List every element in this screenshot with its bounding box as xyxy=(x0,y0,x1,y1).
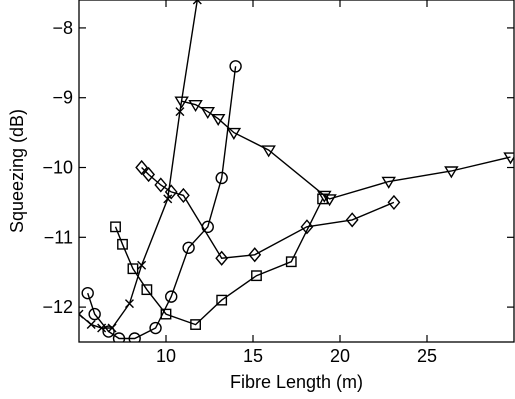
y-tick-label: −9 xyxy=(52,88,73,108)
y-tick-label: −12 xyxy=(42,297,73,317)
data-point xyxy=(251,270,262,282)
data-point xyxy=(381,176,396,189)
series-group xyxy=(79,0,514,342)
data-point xyxy=(141,284,153,296)
data-point xyxy=(226,127,242,140)
data-point xyxy=(387,194,401,210)
x-tick-label: 10 xyxy=(156,346,176,366)
data-point xyxy=(163,194,173,204)
data-point xyxy=(300,219,314,235)
series-line xyxy=(114,198,324,326)
data-point xyxy=(503,152,514,165)
data-point xyxy=(79,309,84,319)
data-point xyxy=(165,290,178,303)
data-point xyxy=(210,113,226,127)
data-point xyxy=(149,321,162,335)
data-point xyxy=(88,307,101,321)
data-point xyxy=(110,221,121,233)
data-point xyxy=(192,0,202,5)
y-axis-label: Squeezing (dB) xyxy=(7,109,27,233)
series-line xyxy=(87,66,237,340)
data-point xyxy=(81,286,94,300)
x-tick-label: 25 xyxy=(417,346,437,366)
plot-area xyxy=(78,0,515,343)
series-line xyxy=(141,167,395,259)
data-point xyxy=(128,332,141,342)
data-point xyxy=(142,166,156,183)
data-point xyxy=(176,187,190,204)
data-point xyxy=(86,320,96,330)
series-line xyxy=(181,100,511,200)
data-point xyxy=(190,319,201,330)
series-circle xyxy=(81,60,242,342)
data-point xyxy=(229,60,242,73)
data-point xyxy=(124,299,134,309)
y-tick-label: −11 xyxy=(44,227,73,247)
x-axis-label: Fibre Length (m) xyxy=(230,372,363,392)
data-point xyxy=(188,99,203,113)
data-point xyxy=(164,184,178,200)
data-point xyxy=(216,294,228,306)
series-triangle-down xyxy=(174,96,514,207)
y-tick-label: −10 xyxy=(42,158,73,178)
data-point xyxy=(200,106,215,120)
data-point xyxy=(135,159,149,176)
data-point xyxy=(102,325,115,338)
data-point xyxy=(174,96,189,109)
series-diamond xyxy=(135,159,401,266)
data-point xyxy=(215,171,228,185)
data-point xyxy=(154,177,168,193)
series-line xyxy=(79,0,198,329)
data-point xyxy=(127,263,139,275)
x-tick-label: 15 xyxy=(243,346,263,366)
data-point xyxy=(248,247,262,263)
y-tick-label: −8 xyxy=(52,18,73,38)
data-point xyxy=(160,308,172,320)
data-point xyxy=(345,212,359,228)
data-point xyxy=(317,190,332,203)
data-point xyxy=(137,260,147,270)
data-point xyxy=(285,256,297,268)
data-point xyxy=(322,194,337,207)
x-tick-label: 20 xyxy=(330,346,350,366)
data-point xyxy=(117,238,128,250)
data-point xyxy=(261,145,276,158)
data-point xyxy=(175,107,185,117)
axis-ticks: 10 15 20 25 −12 −11 −10 −9 −8 xyxy=(42,0,514,366)
data-point xyxy=(182,241,195,254)
data-point xyxy=(215,250,229,266)
data-point xyxy=(444,166,459,179)
data-point xyxy=(112,332,126,342)
